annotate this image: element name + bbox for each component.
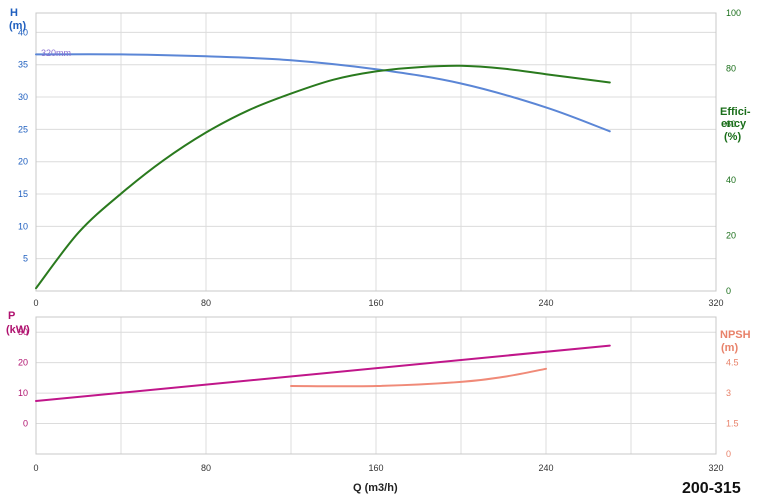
- bottom-right-tick-label: 1.5: [726, 419, 739, 429]
- top-left-tick-label: 5: [23, 254, 28, 264]
- top-series-line-0: [35, 53, 611, 133]
- bottom-series-line-0: [35, 344, 611, 402]
- bottom-series-line-1: [290, 367, 547, 388]
- top-x-tick-label: 80: [201, 298, 211, 308]
- bottom-plot-frame: [35, 316, 717, 455]
- top-left-tick-label: 25: [18, 124, 28, 134]
- efficiency-axis-unit: (%): [724, 131, 741, 143]
- bottom-x-tick-label: 320: [708, 463, 723, 473]
- bottom-left-tick-label: 30: [18, 327, 28, 337]
- top-x-tick-label: 240: [538, 298, 553, 308]
- efficiency-axis-label: Effici-: [720, 106, 751, 118]
- power-axis-unit: (kW): [6, 324, 30, 336]
- top-left-tick-label: 40: [18, 27, 28, 37]
- top-right-tick-label: 20: [726, 230, 736, 240]
- top-left-tick-label: 10: [18, 221, 28, 231]
- bottom-x-tick-label: 80: [201, 463, 211, 473]
- top-series-line-1: [35, 64, 611, 290]
- power-axis-label: P: [8, 310, 15, 322]
- top-x-tick-label: 0: [33, 298, 38, 308]
- top-right-tick-label: 40: [726, 175, 736, 185]
- efficiency-axis-label-2: ency: [721, 118, 747, 130]
- bottom-right-tick-label: 0: [726, 449, 731, 459]
- top-right-tick-label: 100: [726, 8, 741, 18]
- top-x-tick-label: 160: [368, 298, 383, 308]
- bottom-x-tick-label: 0: [33, 463, 38, 473]
- npsh-axis-label: NPSH: [720, 329, 751, 341]
- top-right-tick-label: 0: [726, 286, 731, 296]
- npsh-axis-unit: (m): [721, 342, 738, 354]
- x-axis-label: Q (m3/h): [353, 482, 398, 494]
- bottom-right-tick-label: 3: [726, 388, 731, 398]
- bottom-left-tick-label: 0: [23, 419, 28, 429]
- top-left-tick-label: 20: [18, 157, 28, 167]
- bottom-right-tick-label: 4.5: [726, 358, 739, 368]
- curve-diameter-label: 320mm: [41, 48, 71, 58]
- top-left-tick-label: 30: [18, 92, 28, 102]
- top-left-tick-label: 35: [18, 60, 28, 70]
- top-left-tick-label: 15: [18, 189, 28, 199]
- top-plot-frame: [35, 12, 717, 292]
- bottom-left-tick-label: 20: [18, 358, 28, 368]
- bottom-left-tick-label: 10: [18, 388, 28, 398]
- model-label: 200-315: [682, 480, 741, 497]
- head-efficiency-panel: 0 80 160 240 320510152025303540020406080100 …: [9, 7, 751, 308]
- top-x-tick-label: 320: [708, 298, 723, 308]
- bottom-x-tick-label: 160: [368, 463, 383, 473]
- bottom-x-tick-label: 240: [538, 463, 553, 473]
- top-right-tick-label: 60: [726, 119, 736, 129]
- head-axis-unit: (m): [9, 20, 26, 32]
- top-right-tick-label: 80: [726, 64, 736, 74]
- head-axis-label: H: [10, 7, 18, 19]
